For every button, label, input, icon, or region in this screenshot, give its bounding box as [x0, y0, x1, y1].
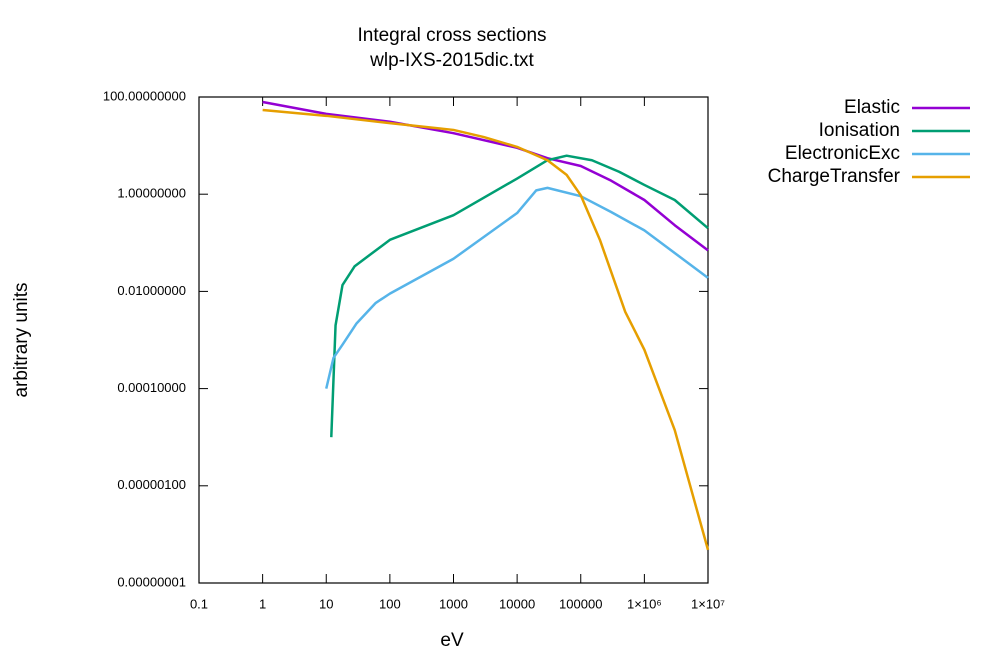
y-tick-label: 100.00000000 [103, 88, 186, 103]
x-tick-label: 1×10⁷ [691, 596, 725, 611]
y-tick-label: 0.01000000 [117, 283, 186, 298]
chart-subtitle: wlp-IXS-2015dic.txt [369, 50, 534, 71]
x-tick-label: 100000 [559, 596, 602, 611]
legend-label: Elastic [844, 97, 900, 118]
chart-title: Integral cross sections [357, 25, 546, 46]
series-line [262, 100, 709, 252]
y-tick-label: 0.00000001 [117, 574, 186, 589]
x-tick-label: 0.1 [190, 596, 208, 611]
legend-label: ElectronicExc [785, 143, 900, 164]
series-line [330, 154, 709, 438]
x-tick-label: 10000 [499, 596, 535, 611]
y-tick-label: 0.00000100 [117, 477, 186, 492]
x-tick-label: 1000 [439, 596, 468, 611]
x-tick-label: 10 [319, 596, 333, 611]
legend-label: ChargeTransfer [768, 166, 901, 187]
x-tick-label: 1×10⁶ [627, 596, 662, 611]
series-line [325, 186, 709, 389]
series-line [262, 108, 710, 551]
y-axis-label: arbitrary units [11, 282, 32, 397]
y-tick-label: 0.00010000 [117, 380, 186, 395]
x-tick-label: 1 [259, 596, 266, 611]
legend-label: Ionisation [819, 120, 900, 141]
x-tick-label: 100 [379, 596, 401, 611]
y-tick-label: 1.00000000 [117, 186, 186, 201]
x-axis-label: eV [440, 630, 464, 651]
